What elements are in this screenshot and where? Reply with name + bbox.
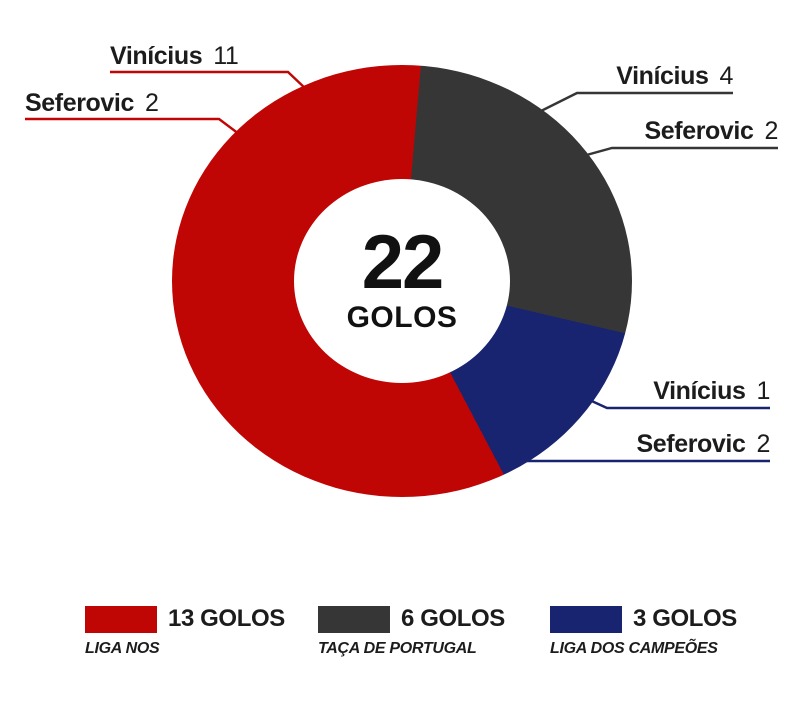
player-goals: 2 <box>764 117 778 145</box>
leader-line-taca-vinicius <box>532 91 733 117</box>
player-goals: 1 <box>756 377 770 405</box>
callout-taca-vinicius: Vinícius 4 <box>616 62 733 91</box>
leader-line-liga-nos-vinicius <box>110 70 308 91</box>
legend-count-taca-de-portugal: 6 GOLOS <box>401 605 505 632</box>
total-goals-value: 22 <box>361 219 445 305</box>
player-name: Vinícius <box>616 62 709 90</box>
legend-competition-liga-dos-campeoes: LIGA DOS CAMPEÕES <box>550 640 718 657</box>
legend-swatch-liga-dos-campeoes <box>550 605 622 633</box>
legend-swatch-liga-nos <box>85 605 157 633</box>
callout-champions-vinicius: Vinícius 1 <box>653 377 770 406</box>
callout-champions-seferovic: Seferovic 2 <box>636 430 771 459</box>
player-name: Vinícius <box>653 377 746 405</box>
total-goals-unit: GOLOS <box>346 301 458 335</box>
player-goals: 2 <box>144 89 159 117</box>
legend-swatch-taca-de-portugal <box>318 605 390 633</box>
legend-competition-taca-de-portugal: TAÇA DE PORTUGAL <box>318 640 477 657</box>
callout-liga-nos-seferovic: Seferovic 2 <box>25 89 159 118</box>
legend-count-liga-dos-campeoes: 3 GOLOS <box>633 605 737 632</box>
donut-center: 22 GOLOS <box>294 179 510 383</box>
legend-item-taca-de-portugal: 6 GOLOS TAÇA DE PORTUGAL <box>318 605 505 658</box>
player-goals: 11 <box>213 42 239 70</box>
player-goals: 2 <box>756 430 770 458</box>
player-name: Seferovic <box>636 430 746 458</box>
legend-count-liga-nos: 13 GOLOS <box>168 605 285 632</box>
player-name: Vinícius <box>110 42 203 70</box>
legend-item-liga-nos: 13 GOLOS LIGA NOS <box>85 605 285 658</box>
legend-competition-liga-nos: LIGA NOS <box>85 640 160 657</box>
legend-item-liga-dos-campeoes: 3 GOLOS LIGA DOS CAMPEÕES <box>550 605 737 658</box>
player-goals: 4 <box>719 62 733 90</box>
callout-taca-seferovic: Seferovic 2 <box>644 117 779 146</box>
callout-liga-nos-vinicius: Vinícius 11 <box>110 42 239 71</box>
player-name: Seferovic <box>644 117 754 145</box>
leader-line-taca-seferovic <box>571 146 778 161</box>
donut-chart: 22 GOLOS <box>172 65 632 497</box>
player-name: Seferovic <box>25 89 134 117</box>
leader-line-liga-nos-seferovic <box>25 117 240 135</box>
